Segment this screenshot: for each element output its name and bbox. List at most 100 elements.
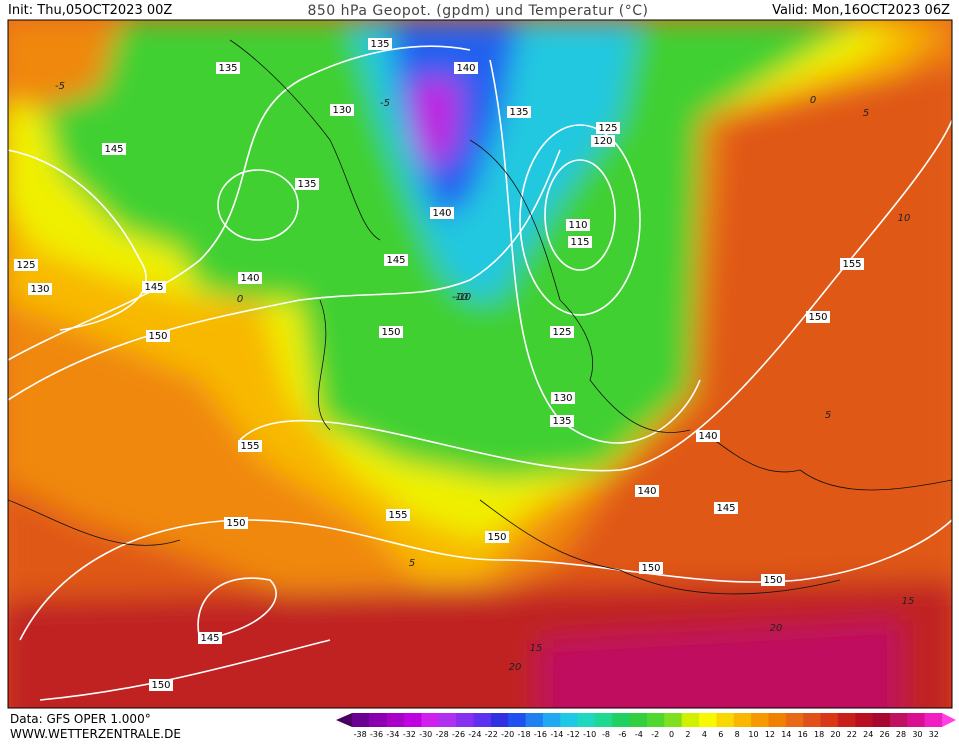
colorbar-segment (924, 713, 943, 727)
isotherm-label: 5 (863, 108, 869, 119)
isotherm-label: -10 (452, 292, 468, 303)
colorbar-segment (837, 713, 856, 727)
contour-label: 150 (808, 312, 827, 323)
colorbar-segment (785, 713, 804, 727)
contour-label-box (568, 236, 592, 248)
contour-label-box (102, 143, 126, 155)
colorbar-label: -36 (370, 730, 383, 739)
colorbar-label: 28 (896, 730, 906, 739)
colorbar-label: 8 (735, 730, 740, 739)
contour-label: 145 (386, 255, 405, 266)
contour-label-box (224, 517, 248, 529)
colorbar-label: 12 (765, 730, 775, 739)
isotherm-label: 10 (898, 213, 911, 224)
colorbar-label: -38 (354, 730, 367, 739)
contour-label: 140 (432, 208, 451, 219)
colorbar-segment (542, 713, 561, 727)
colorbar-label: 0 (669, 730, 674, 739)
colorbar-label: 30 (912, 730, 922, 739)
website: WWW.WETTERZENTRALE.DE (10, 727, 181, 741)
contour-label: 140 (240, 273, 259, 284)
contour-label-box (566, 219, 590, 231)
colorbar-segment (508, 713, 527, 727)
colorbar-segment (438, 713, 457, 727)
contour-label-box (379, 326, 403, 338)
isotherm-label: 0 (237, 294, 243, 305)
isotherm-label: 5 (409, 558, 415, 569)
colorbar-label: 2 (685, 730, 690, 739)
contour-labels: 135 135 140 130 135 145 125 120 135 140 110 115 125 1… (14, 38, 914, 691)
colorbar-label: 32 (929, 730, 939, 739)
colorbar-segment (473, 713, 492, 727)
contour-label: 140 (456, 63, 475, 74)
contour-label-box (806, 311, 830, 323)
contour-label-box (384, 254, 408, 266)
contour-label: 145 (144, 282, 163, 293)
colorbar-segment (716, 713, 735, 727)
contour-label: 135 (297, 179, 316, 190)
colorbar-label: -34 (386, 730, 399, 739)
contour-label: 130 (553, 393, 572, 404)
colorbar-segment (456, 713, 474, 727)
colorbar-label: 24 (863, 730, 873, 739)
colorbar-label: -18 (518, 730, 531, 739)
contour-label-box (14, 259, 38, 271)
colorbar-label: 26 (880, 730, 890, 739)
colorbar-label: -26 (452, 730, 465, 739)
colorbar-label: -10 (583, 730, 596, 739)
colorbar-label: -28 (436, 730, 449, 739)
contour-label-box (142, 281, 166, 293)
contour-label: 140 (637, 486, 656, 497)
colorbar-label: -30 (419, 730, 432, 739)
map-frame (7, 19, 953, 709)
colorbar-segment (820, 713, 839, 727)
contour-label: 130 (332, 105, 351, 116)
colorbar-segment (664, 713, 683, 727)
colorbar-label: -24 (468, 730, 481, 739)
contour-label: 145 (200, 633, 219, 644)
colorbar-label: 20 (830, 730, 840, 739)
coastlines (8, 39, 952, 595)
contour-label: 150 (487, 532, 506, 543)
contour-label-box (591, 135, 615, 147)
contour-label: 145 (716, 503, 735, 514)
contour-label-box (696, 430, 720, 442)
colorbar-segment (803, 713, 822, 727)
contour-label-box (639, 562, 663, 574)
colorbar-label: -16 (534, 730, 547, 739)
contour-label-box (550, 415, 574, 427)
contour-label-box (198, 632, 222, 644)
colorbar-segment (855, 713, 874, 727)
colorbar-segment (594, 713, 613, 727)
colorbar-label: 16 (798, 730, 808, 739)
contour-label: 140 (698, 431, 717, 442)
contour-label-box (596, 122, 620, 134)
contour-label: 110 (568, 220, 587, 231)
isotherm-label: 15 (530, 643, 543, 654)
colorbar-segment (768, 713, 787, 727)
contour-label-box (295, 178, 319, 190)
colorbar-label: -8 (602, 730, 610, 739)
colorbar-segment (629, 713, 648, 727)
contour-label-box (149, 679, 173, 691)
contour-label: 135 (370, 39, 389, 50)
colorbar: -38 -36 -34 -32 -30 -28 -26 -24 -22 -20 -18 -16 -14-… (336, 713, 956, 739)
map-title: 850 hPa Geopot. (gpdm) und Temperatur (°… (307, 3, 648, 19)
colorbar-segment (647, 713, 665, 727)
colorbar-segment (681, 713, 700, 727)
isotherm-label: 20 (509, 662, 522, 673)
colorbar-label: 4 (702, 730, 707, 739)
contour-label: 135 (509, 107, 528, 118)
contour-label-box (507, 106, 531, 118)
contour-label: 120 (593, 136, 612, 147)
temperature-field (8, 20, 952, 708)
colorbar-arrow (942, 713, 956, 727)
colorbar-segment (751, 713, 769, 727)
colorbar-segment (872, 713, 891, 727)
colorbar-segment (699, 713, 717, 727)
contour-label-box (238, 440, 262, 452)
isotherm-label: 0 (810, 95, 816, 106)
colorbar-segment (352, 713, 370, 727)
colorbar-label: -22 (485, 730, 498, 739)
